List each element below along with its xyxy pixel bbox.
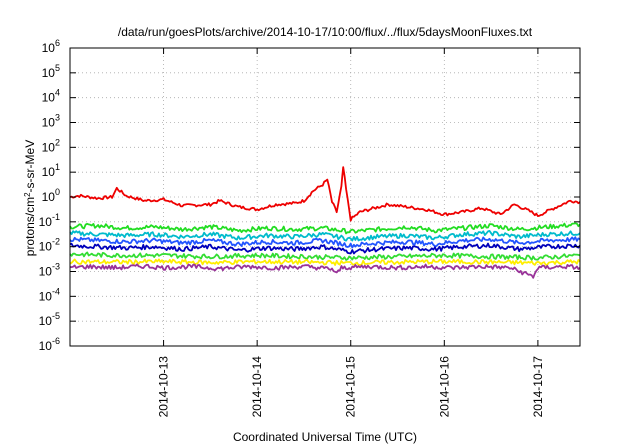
y-tick-label: 102 xyxy=(42,137,60,154)
x-tick-label: 2014-10-13 xyxy=(157,356,171,418)
y-tick-exp: -2 xyxy=(52,237,60,247)
y-tick-label: 100 xyxy=(42,187,60,204)
y-tick-exp: -4 xyxy=(52,286,60,296)
y-tick-exp: 1 xyxy=(55,162,60,172)
y-tick-exp: 5 xyxy=(55,63,60,73)
y-tick-base: 10 xyxy=(42,91,56,105)
y-tick-label: 10-1 xyxy=(39,212,60,229)
series-line xyxy=(69,251,581,261)
y-tick-base: 10 xyxy=(42,165,56,179)
y-tick-base: 10 xyxy=(42,116,56,130)
y-tick-exp: -6 xyxy=(52,336,60,346)
y-tick-label: 10-2 xyxy=(39,237,60,254)
y-tick-label: 105 xyxy=(42,63,60,80)
series-line xyxy=(69,236,581,249)
grid-lines xyxy=(70,48,580,346)
y-tick-label: 10-4 xyxy=(39,286,60,303)
y-tick-base: 10 xyxy=(39,215,53,229)
series-line xyxy=(69,166,581,222)
y-tick-label: 10-5 xyxy=(39,311,60,328)
series-line xyxy=(69,263,581,279)
y-tick-base: 10 xyxy=(39,314,53,328)
series-line xyxy=(69,242,581,255)
x-tick-label: 2014-10-17 xyxy=(531,356,545,418)
y-tick-exp: 2 xyxy=(55,137,60,147)
y-tick-exp: 6 xyxy=(55,38,60,48)
y-tick-base: 10 xyxy=(42,190,56,204)
series-group xyxy=(69,166,581,279)
x-tick-label: 2014-10-15 xyxy=(344,356,358,418)
series-line xyxy=(69,222,581,235)
y-tick-label: 10-3 xyxy=(39,262,60,279)
y-tick-base: 10 xyxy=(39,289,53,303)
x-tick-labels: 2014-10-13 2014-10-14 2014-10-15 2014-10-16… xyxy=(157,356,545,418)
y-tick-exp: -5 xyxy=(52,311,60,321)
chart-title: /data/run/goesPlots/archive/2014-10-17/1… xyxy=(118,25,533,39)
y-tick-base: 10 xyxy=(39,240,53,254)
x-tick-label: 2014-10-14 xyxy=(250,356,264,418)
y-tick-label: 106 xyxy=(42,38,60,55)
y-tick-label: 104 xyxy=(42,88,60,105)
y-tick-label: 101 xyxy=(42,162,60,179)
y-tick-exp: 0 xyxy=(55,187,60,197)
y-axis-label-rest: -s-sr-MeV xyxy=(23,140,37,193)
series-line xyxy=(69,230,581,242)
y-tick-exp: 4 xyxy=(55,88,60,98)
y-tick-exp: -1 xyxy=(52,212,60,222)
y-tick-base: 10 xyxy=(42,66,56,80)
y-tick-base: 10 xyxy=(39,339,53,353)
y-tick-base: 10 xyxy=(42,41,56,55)
y-tick-base: 10 xyxy=(39,265,53,279)
y-tick-label: 103 xyxy=(42,113,60,130)
series-line xyxy=(69,258,581,266)
x-axis-label: Coordinated Universal Time (UTC) xyxy=(233,430,417,444)
y-tick-label: 10-6 xyxy=(39,336,60,353)
y-tick-base: 10 xyxy=(42,140,56,154)
y-axis-label-sup: 2 xyxy=(23,192,32,197)
y-axis-label: protons/cm2-s-sr-MeV xyxy=(23,140,38,256)
y-axis-label-main: protons/cm xyxy=(23,197,37,256)
y-tick-exp: 3 xyxy=(55,113,60,123)
y-tick-labels: 10-610-510-410-310-210-11001011021031041… xyxy=(39,38,60,353)
axis-ticks xyxy=(70,47,580,347)
x-tick-label: 2014-10-16 xyxy=(437,356,451,418)
y-tick-exp: -3 xyxy=(52,262,60,272)
